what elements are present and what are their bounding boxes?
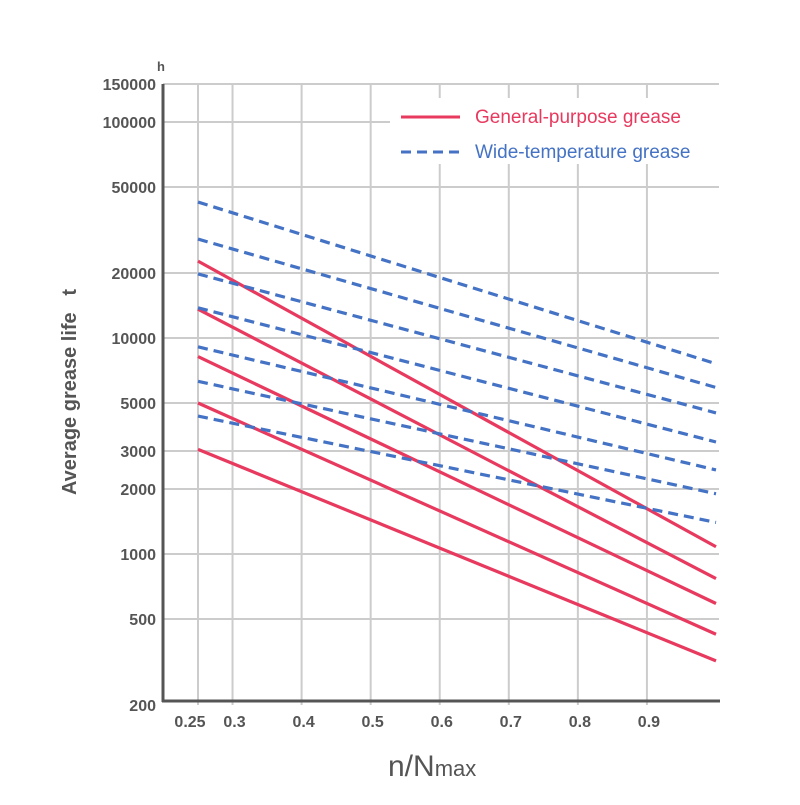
y-tick-label: 150000 bbox=[103, 77, 156, 94]
y-tick-label: 500 bbox=[129, 612, 156, 629]
y-unit-label: h bbox=[157, 59, 165, 74]
axes: h Average grease life t n/Nmax bbox=[59, 59, 720, 783]
x-tick-label: 0.4 bbox=[292, 714, 314, 731]
x-tick-label: 0.8 bbox=[569, 714, 591, 731]
y-tick-label: 200 bbox=[129, 698, 156, 715]
x-tick-label: 0.5 bbox=[362, 714, 384, 731]
y-tick-label: 5000 bbox=[120, 396, 156, 413]
x-tick-label: 0.6 bbox=[431, 714, 453, 731]
x-tick-label: 0.25 bbox=[174, 714, 205, 731]
wide-temperature-grease-line bbox=[197, 237, 717, 390]
general-purpose-grease-line bbox=[197, 355, 717, 605]
wide-temperature-grease-line bbox=[197, 200, 717, 366]
wide-temperature-grease-line bbox=[197, 345, 717, 472]
wide-temperature-grease-line bbox=[197, 379, 717, 496]
legend: General-purpose grease Wide-temperature … bbox=[390, 98, 748, 164]
general-purpose-grease-line bbox=[197, 259, 717, 549]
y-tick-label: 3000 bbox=[120, 444, 156, 461]
wide-temperature-grease-line bbox=[197, 414, 717, 525]
general-purpose-grease-line bbox=[197, 307, 717, 580]
x-axis-label: n/Nmax bbox=[388, 750, 476, 783]
series-lines bbox=[197, 200, 717, 663]
x-tick-label: 0.9 bbox=[638, 714, 660, 731]
y-tick-label: 50000 bbox=[112, 180, 157, 197]
y-tick-label: 20000 bbox=[112, 266, 157, 283]
wide-temperature-grease-line bbox=[197, 306, 717, 444]
y-axis-label: Average grease life t bbox=[59, 289, 81, 495]
legend-label-general: General-purpose grease bbox=[475, 107, 681, 128]
general-purpose-grease-line bbox=[197, 401, 717, 636]
general-purpose-grease-line bbox=[197, 447, 717, 663]
x-tick-label: 0.3 bbox=[223, 714, 245, 731]
tick-labels: 0.25 0.3 0.4 0.5 0.6 0.7 0.8 0.9 200 500 1000 2000 3… bbox=[103, 77, 661, 731]
y-tick-label: 100000 bbox=[103, 115, 156, 132]
y-tick-label: 1000 bbox=[120, 547, 156, 564]
wide-temperature-grease-line bbox=[197, 272, 717, 415]
x-tick-label: 0.7 bbox=[500, 714, 522, 731]
x-axis-label-sub: max bbox=[435, 756, 477, 781]
x-axis-label-main: n/N bbox=[388, 750, 435, 783]
legend-label-wide: Wide-temperature grease bbox=[475, 142, 690, 163]
y-tick-label: 2000 bbox=[120, 482, 156, 499]
y-tick-label: 10000 bbox=[112, 331, 157, 348]
